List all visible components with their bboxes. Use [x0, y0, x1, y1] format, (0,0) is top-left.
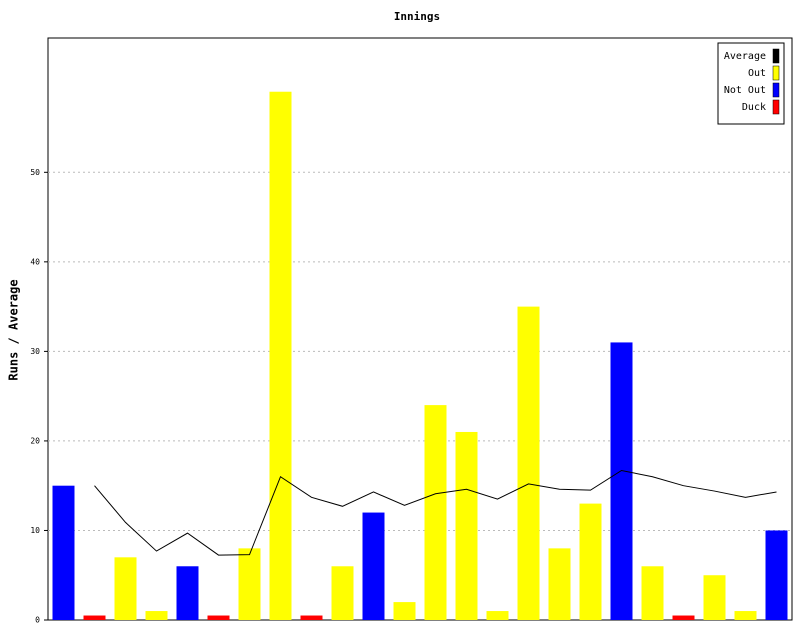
bar [548, 548, 571, 620]
bar [455, 431, 478, 620]
bar [207, 615, 230, 620]
bar [424, 405, 447, 620]
bar [83, 615, 106, 620]
legend-swatch [772, 48, 780, 64]
legend-label: Out [748, 68, 766, 79]
average-line [94, 469, 777, 556]
legend-label: Duck [742, 102, 766, 113]
y-axis-label: Runs / Average [7, 279, 21, 380]
y-tick-label: 10 [30, 526, 40, 535]
bar [703, 575, 726, 620]
bar [486, 611, 509, 620]
bar [269, 91, 292, 620]
bar [362, 512, 385, 620]
y-tick-label: 0 [35, 616, 40, 625]
bar [52, 485, 75, 620]
legend-label: Not Out [724, 85, 766, 96]
bar [300, 615, 323, 620]
bar [765, 530, 788, 620]
bar [145, 611, 168, 620]
bar [641, 566, 664, 620]
legend-swatch [772, 65, 780, 81]
bar [517, 306, 540, 620]
bar [176, 566, 199, 620]
bar [114, 557, 137, 620]
legend-swatch [772, 99, 780, 115]
bar [672, 615, 695, 620]
bar [579, 503, 602, 620]
bar [238, 548, 261, 620]
bar [393, 602, 416, 620]
plot-area [47, 37, 793, 621]
legend-label: Average [724, 51, 766, 62]
legend-swatch [772, 82, 780, 98]
y-tick-label: 20 [30, 436, 40, 445]
chart-title: Innings [394, 10, 440, 23]
y-tick-label: 50 [30, 168, 40, 177]
y-tick-label: 40 [30, 257, 40, 266]
bar [331, 566, 354, 620]
bar [734, 611, 757, 620]
bar [610, 342, 633, 620]
y-tick-label: 30 [30, 347, 40, 356]
